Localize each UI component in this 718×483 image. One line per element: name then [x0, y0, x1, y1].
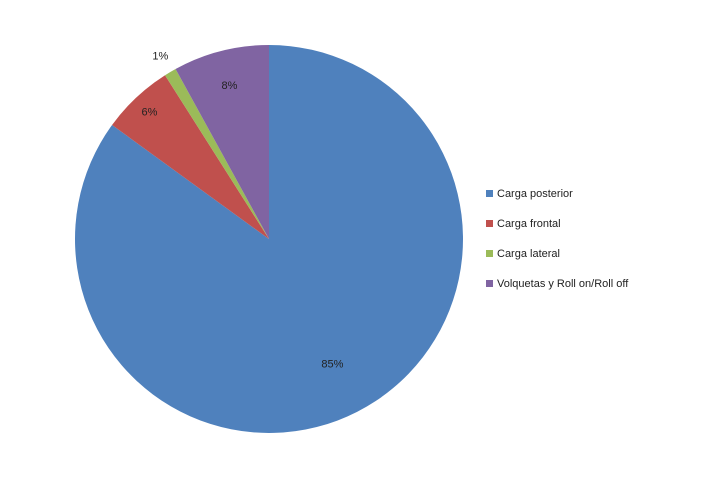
legend-item-carga-posterior: Carga posterior: [486, 186, 628, 201]
legend-item-volquetas-roll-on-roll-off: Volquetas y Roll on/Roll off: [486, 276, 628, 291]
data-label-volquetas-y-roll-on-roll-off: 8%: [221, 80, 237, 92]
legend: Carga posterior Carga frontal Carga late…: [486, 186, 628, 306]
pie-labels: 85% 6% 1% 8%: [142, 50, 344, 370]
data-label-carga-lateral: 1%: [152, 50, 168, 62]
legend-label: Carga posterior: [497, 187, 573, 200]
pie-slice-carga-frontal: [112, 75, 269, 240]
legend-label: Volquetas y Roll on/Roll off: [497, 277, 629, 290]
legend-label: Carga frontal: [497, 217, 561, 230]
legend-swatch: [486, 250, 493, 257]
legend-swatch: [486, 220, 493, 227]
pie-slice-carga-posterior: [74, 45, 463, 434]
data-label-carga-frontal: 6%: [142, 107, 158, 119]
pie-slice-volquetas-y-roll-on-roll-off: [175, 45, 269, 239]
pie-slice-carga-lateral: [165, 68, 269, 239]
legend-item-carga-frontal: Carga frontal: [486, 216, 628, 231]
legend-swatch: [486, 190, 493, 197]
data-label-carga-posterior: 85%: [321, 358, 343, 370]
legend-swatch: [486, 280, 493, 287]
pie-slices: [74, 45, 463, 434]
legend-label: Carga lateral: [497, 247, 560, 260]
legend-item-carga-lateral: Carga lateral: [486, 246, 628, 261]
